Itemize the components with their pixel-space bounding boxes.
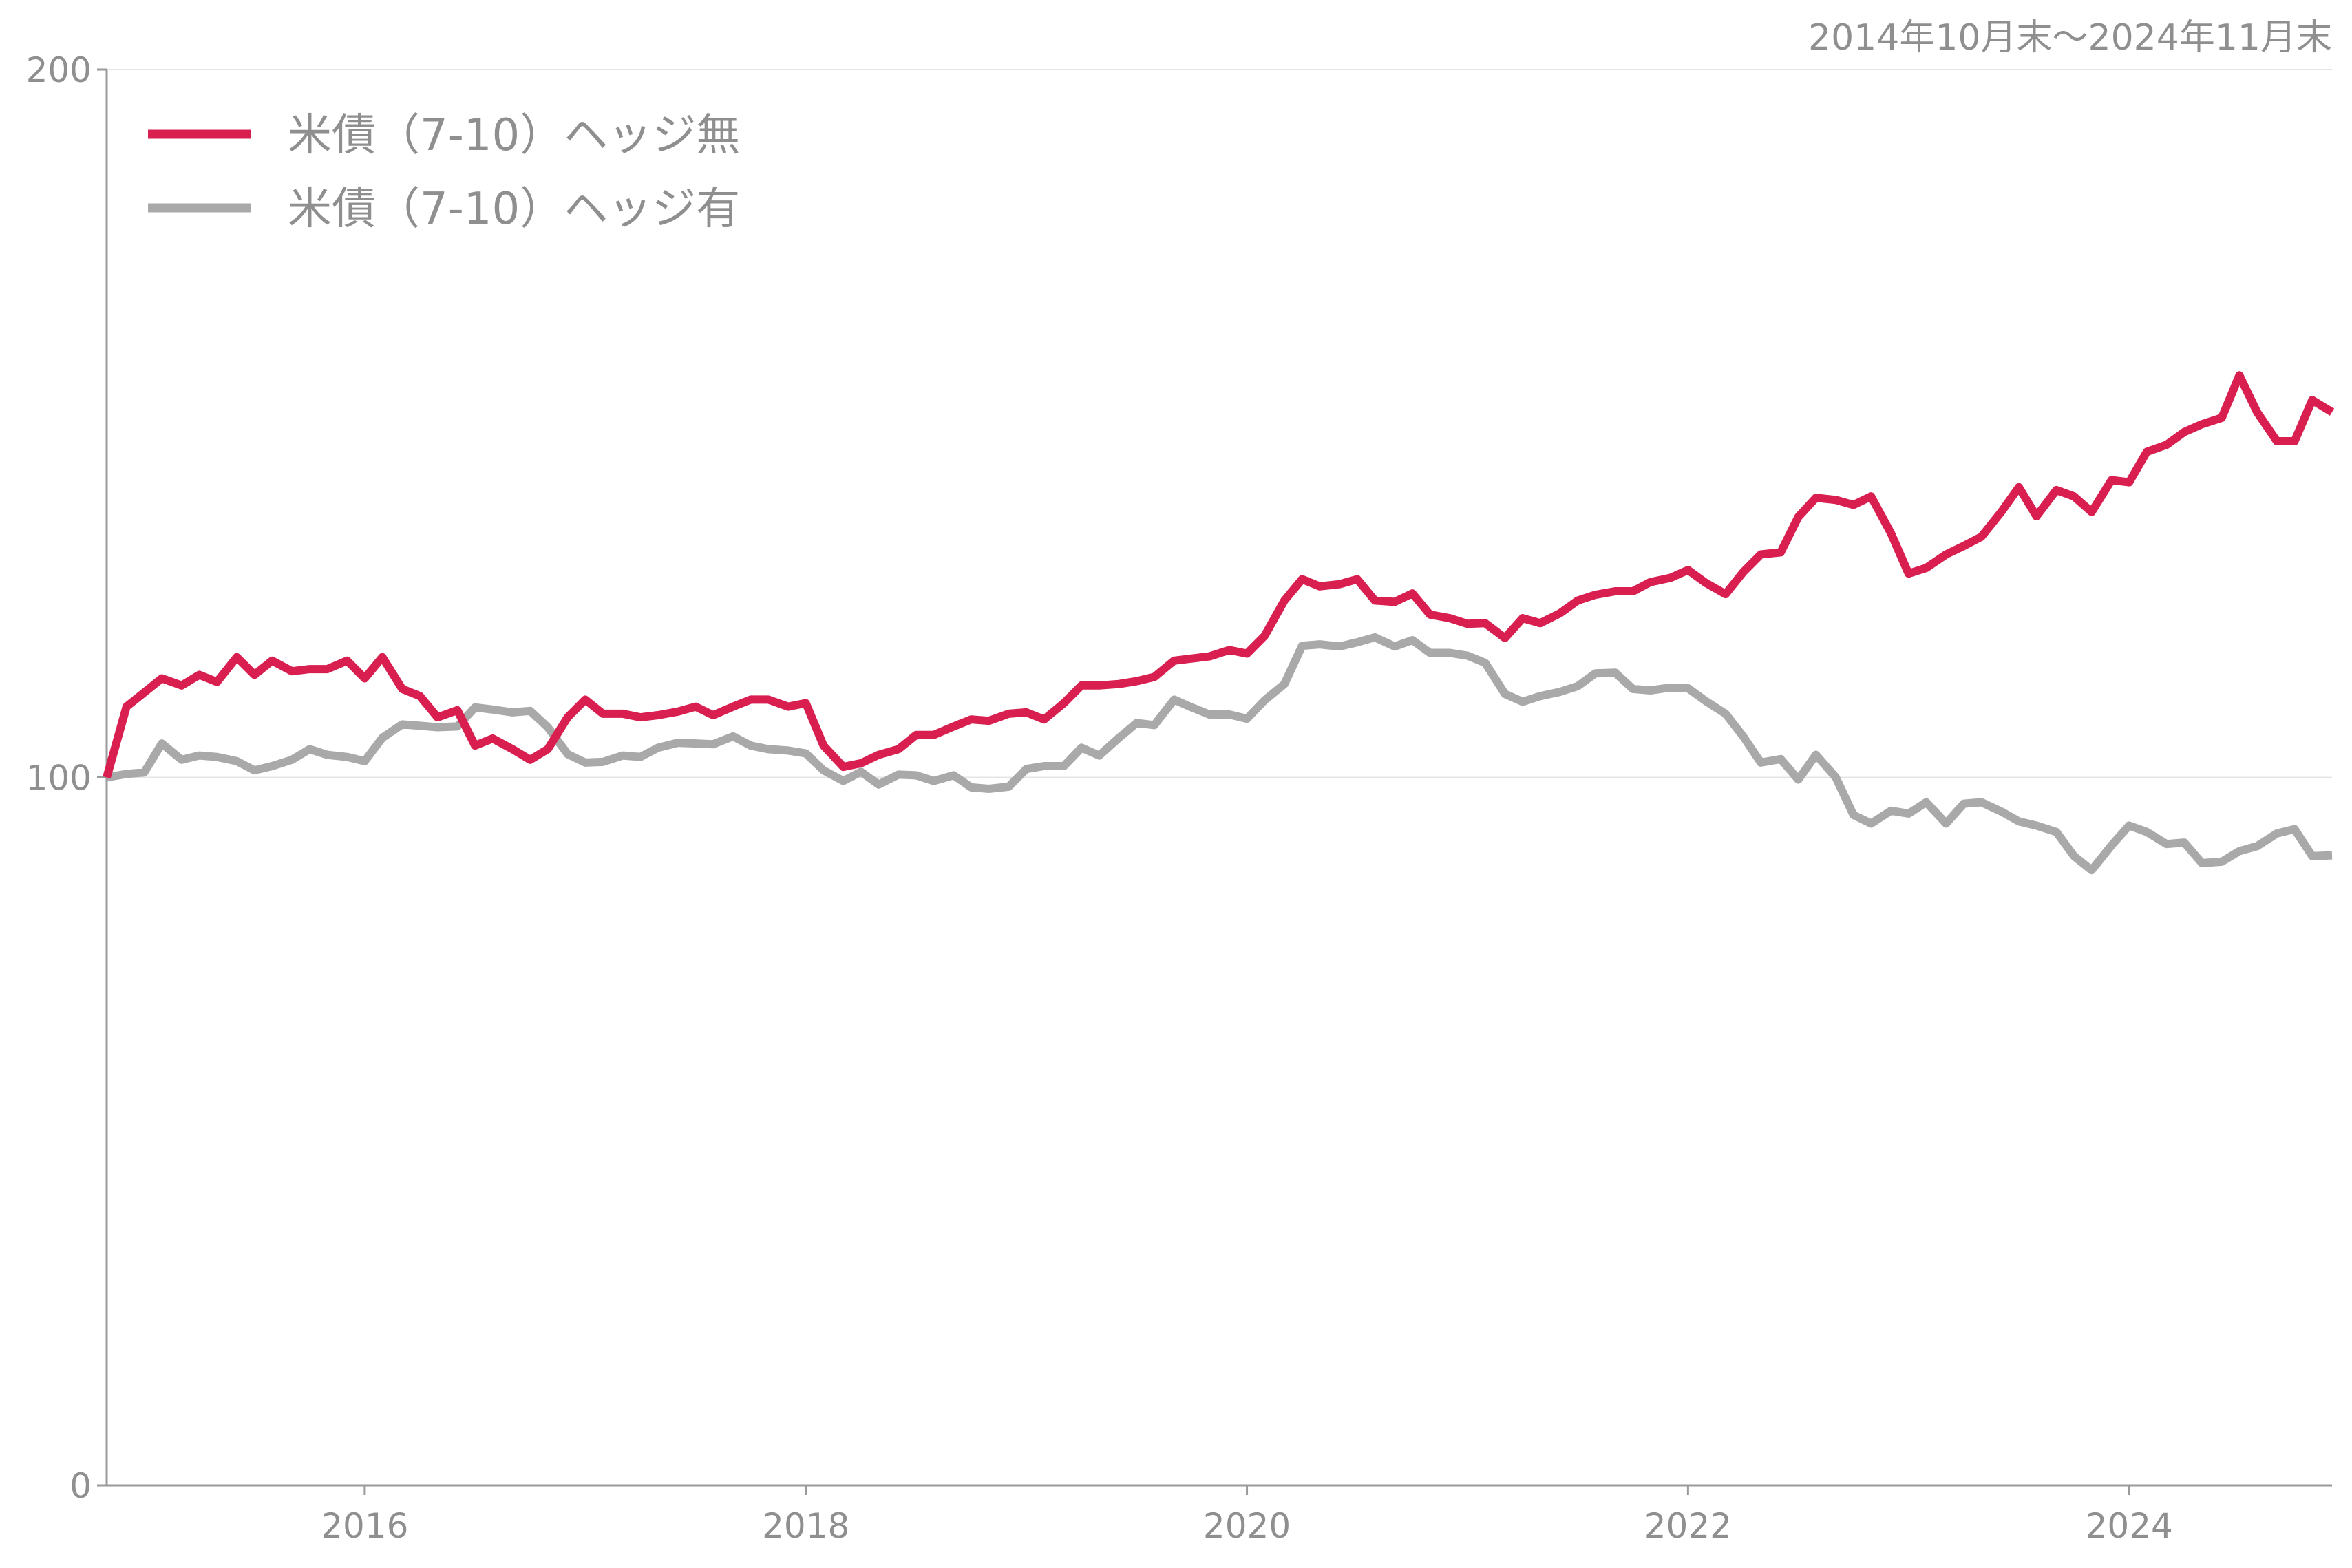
y-tick-label-0: 0	[70, 1466, 92, 1506]
y-tick-label-200: 200	[26, 50, 92, 90]
x-tick-label-2020: 2020	[1203, 1506, 1291, 1546]
x-tick-label-2024: 2024	[2086, 1506, 2173, 1546]
legend-label-unhedged: 米債（7-10）ヘッジ無	[288, 110, 740, 161]
series-lines	[103, 371, 2335, 875]
period-label: 2014年10月末～2024年11月末	[1808, 17, 2332, 59]
y-tick-label-100: 100	[26, 759, 92, 798]
x-tick-label-2018: 2018	[762, 1506, 849, 1546]
legend: 米債（7-10）ヘッジ無 米債（7-10）ヘッジ有	[148, 110, 740, 235]
legend-label-hedged: 米債（7-10）ヘッジ有	[288, 184, 740, 235]
gridlines	[107, 69, 2332, 778]
series-line-hedged	[105, 633, 2333, 875]
x-tick-label-2016: 2016	[321, 1506, 408, 1546]
axis-ticks: 0 100 200 2016 2018 2020 2022 2024	[26, 50, 2173, 1546]
series-line-unhedged	[103, 371, 2335, 779]
x-tick-label-2022: 2022	[1644, 1506, 1732, 1546]
